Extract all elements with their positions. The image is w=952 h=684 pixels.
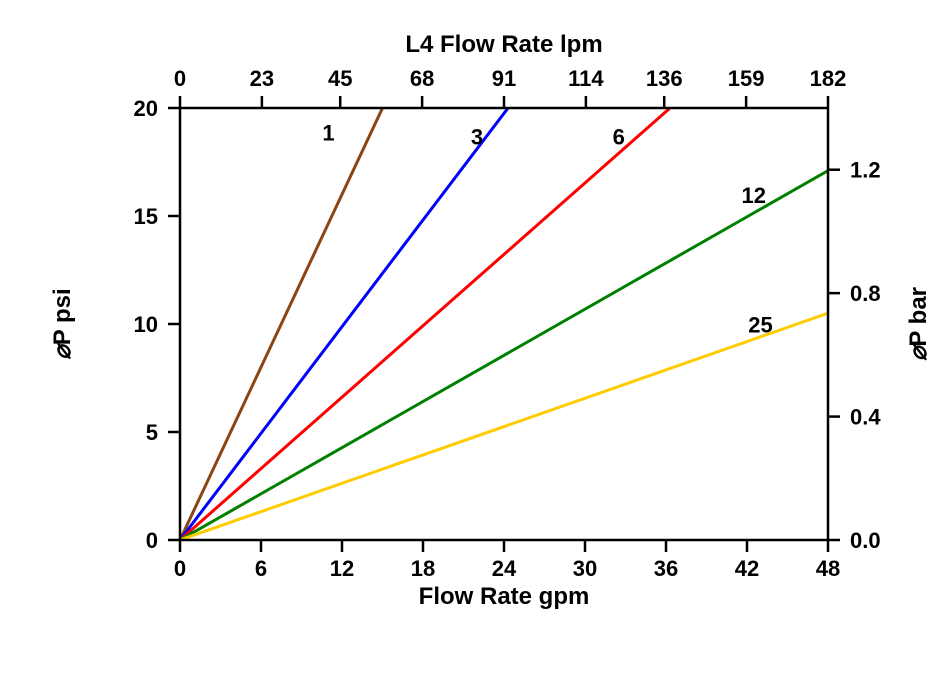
x-bottom-tick-label: 0 [174,556,186,581]
x-top-tick-label: 182 [810,66,847,91]
y-left-tick-label: 15 [134,204,158,229]
x-top-tick-label: 68 [410,66,434,91]
x-top-tick-label: 136 [646,66,683,91]
x-bottom-tick-label: 36 [654,556,678,581]
x-bottom-tick-label: 18 [411,556,435,581]
y-right-axis-title: ⌀P bar [905,287,932,361]
svg-text:⌀P bar: ⌀P bar [905,287,932,361]
series-label-6: 6 [613,125,625,150]
x-top-tick-label: 159 [728,66,765,91]
x-top-tick-label: 91 [492,66,516,91]
x-top-tick-label: 114 [568,66,604,91]
series-label-3: 3 [471,125,483,150]
y-left-tick-label: 20 [134,96,158,121]
y-left-tick-label: 10 [134,312,158,337]
y-right-tick-label: 0.4 [850,405,881,430]
x-top-tick-label: 0 [174,66,186,91]
x-bottom-tick-label: 6 [255,556,267,581]
x-bottom-tick-label: 30 [573,556,597,581]
x-bottom-tick-label: 42 [735,556,759,581]
y-left-tick-label: 5 [146,420,158,445]
x-bottom-tick-label: 24 [492,556,517,581]
y-right-tick-label: 1.2 [850,158,881,183]
x-bottom-tick-label: 12 [330,556,354,581]
svg-text:⌀P psi: ⌀P psi [49,288,76,359]
y-left-tick-label: 0 [146,528,158,553]
series-label-25: 25 [748,313,772,338]
y-right-tick-label: 0.0 [850,528,881,553]
series-label-1: 1 [322,120,334,145]
x-bottom-tick-label: 48 [816,556,840,581]
x-top-tick-label: 45 [328,66,352,91]
flow-rate-chart: 1361225061218243036424802345689111413615… [0,0,952,684]
series-label-12: 12 [742,183,766,208]
x-top-tick-label: 23 [250,66,274,91]
top-axis-title: L4 Flow Rate lpm [405,31,602,58]
x-bottom-axis-title: Flow Rate gpm [419,583,590,610]
y-right-tick-label: 0.8 [850,281,881,306]
y-left-axis-title: ⌀P psi [49,288,76,359]
